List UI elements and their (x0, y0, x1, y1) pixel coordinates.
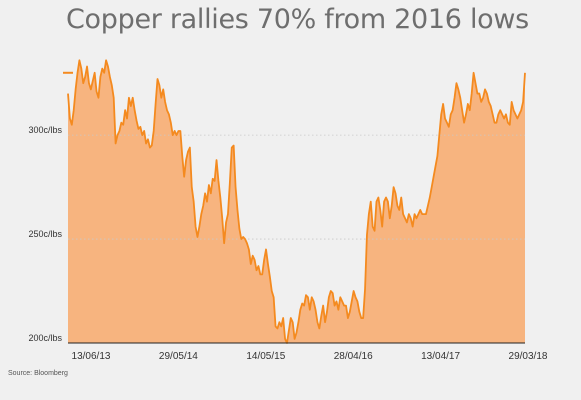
x-tick-label: 28/04/16 (334, 351, 373, 362)
x-tick-label: 13/06/13 (72, 351, 111, 362)
series-area (68, 60, 525, 344)
x-tick-label: 29/03/18 (509, 351, 548, 362)
y-tick-label: 300c/lbs (28, 125, 62, 135)
x-tick-label: 29/05/14 (159, 351, 198, 362)
y-tick-label: 200c/lbs (28, 333, 62, 343)
source-note: Source: Bloomberg (8, 370, 68, 377)
x-tick-label: 14/05/15 (246, 351, 285, 362)
series-line (67, 59, 526, 344)
y-tick-label: 250c/lbs (28, 229, 62, 239)
x-tick-label: 13/04/17 (421, 351, 460, 362)
chart-title: Copper rallies 70% from 2016 lows (66, 4, 529, 35)
